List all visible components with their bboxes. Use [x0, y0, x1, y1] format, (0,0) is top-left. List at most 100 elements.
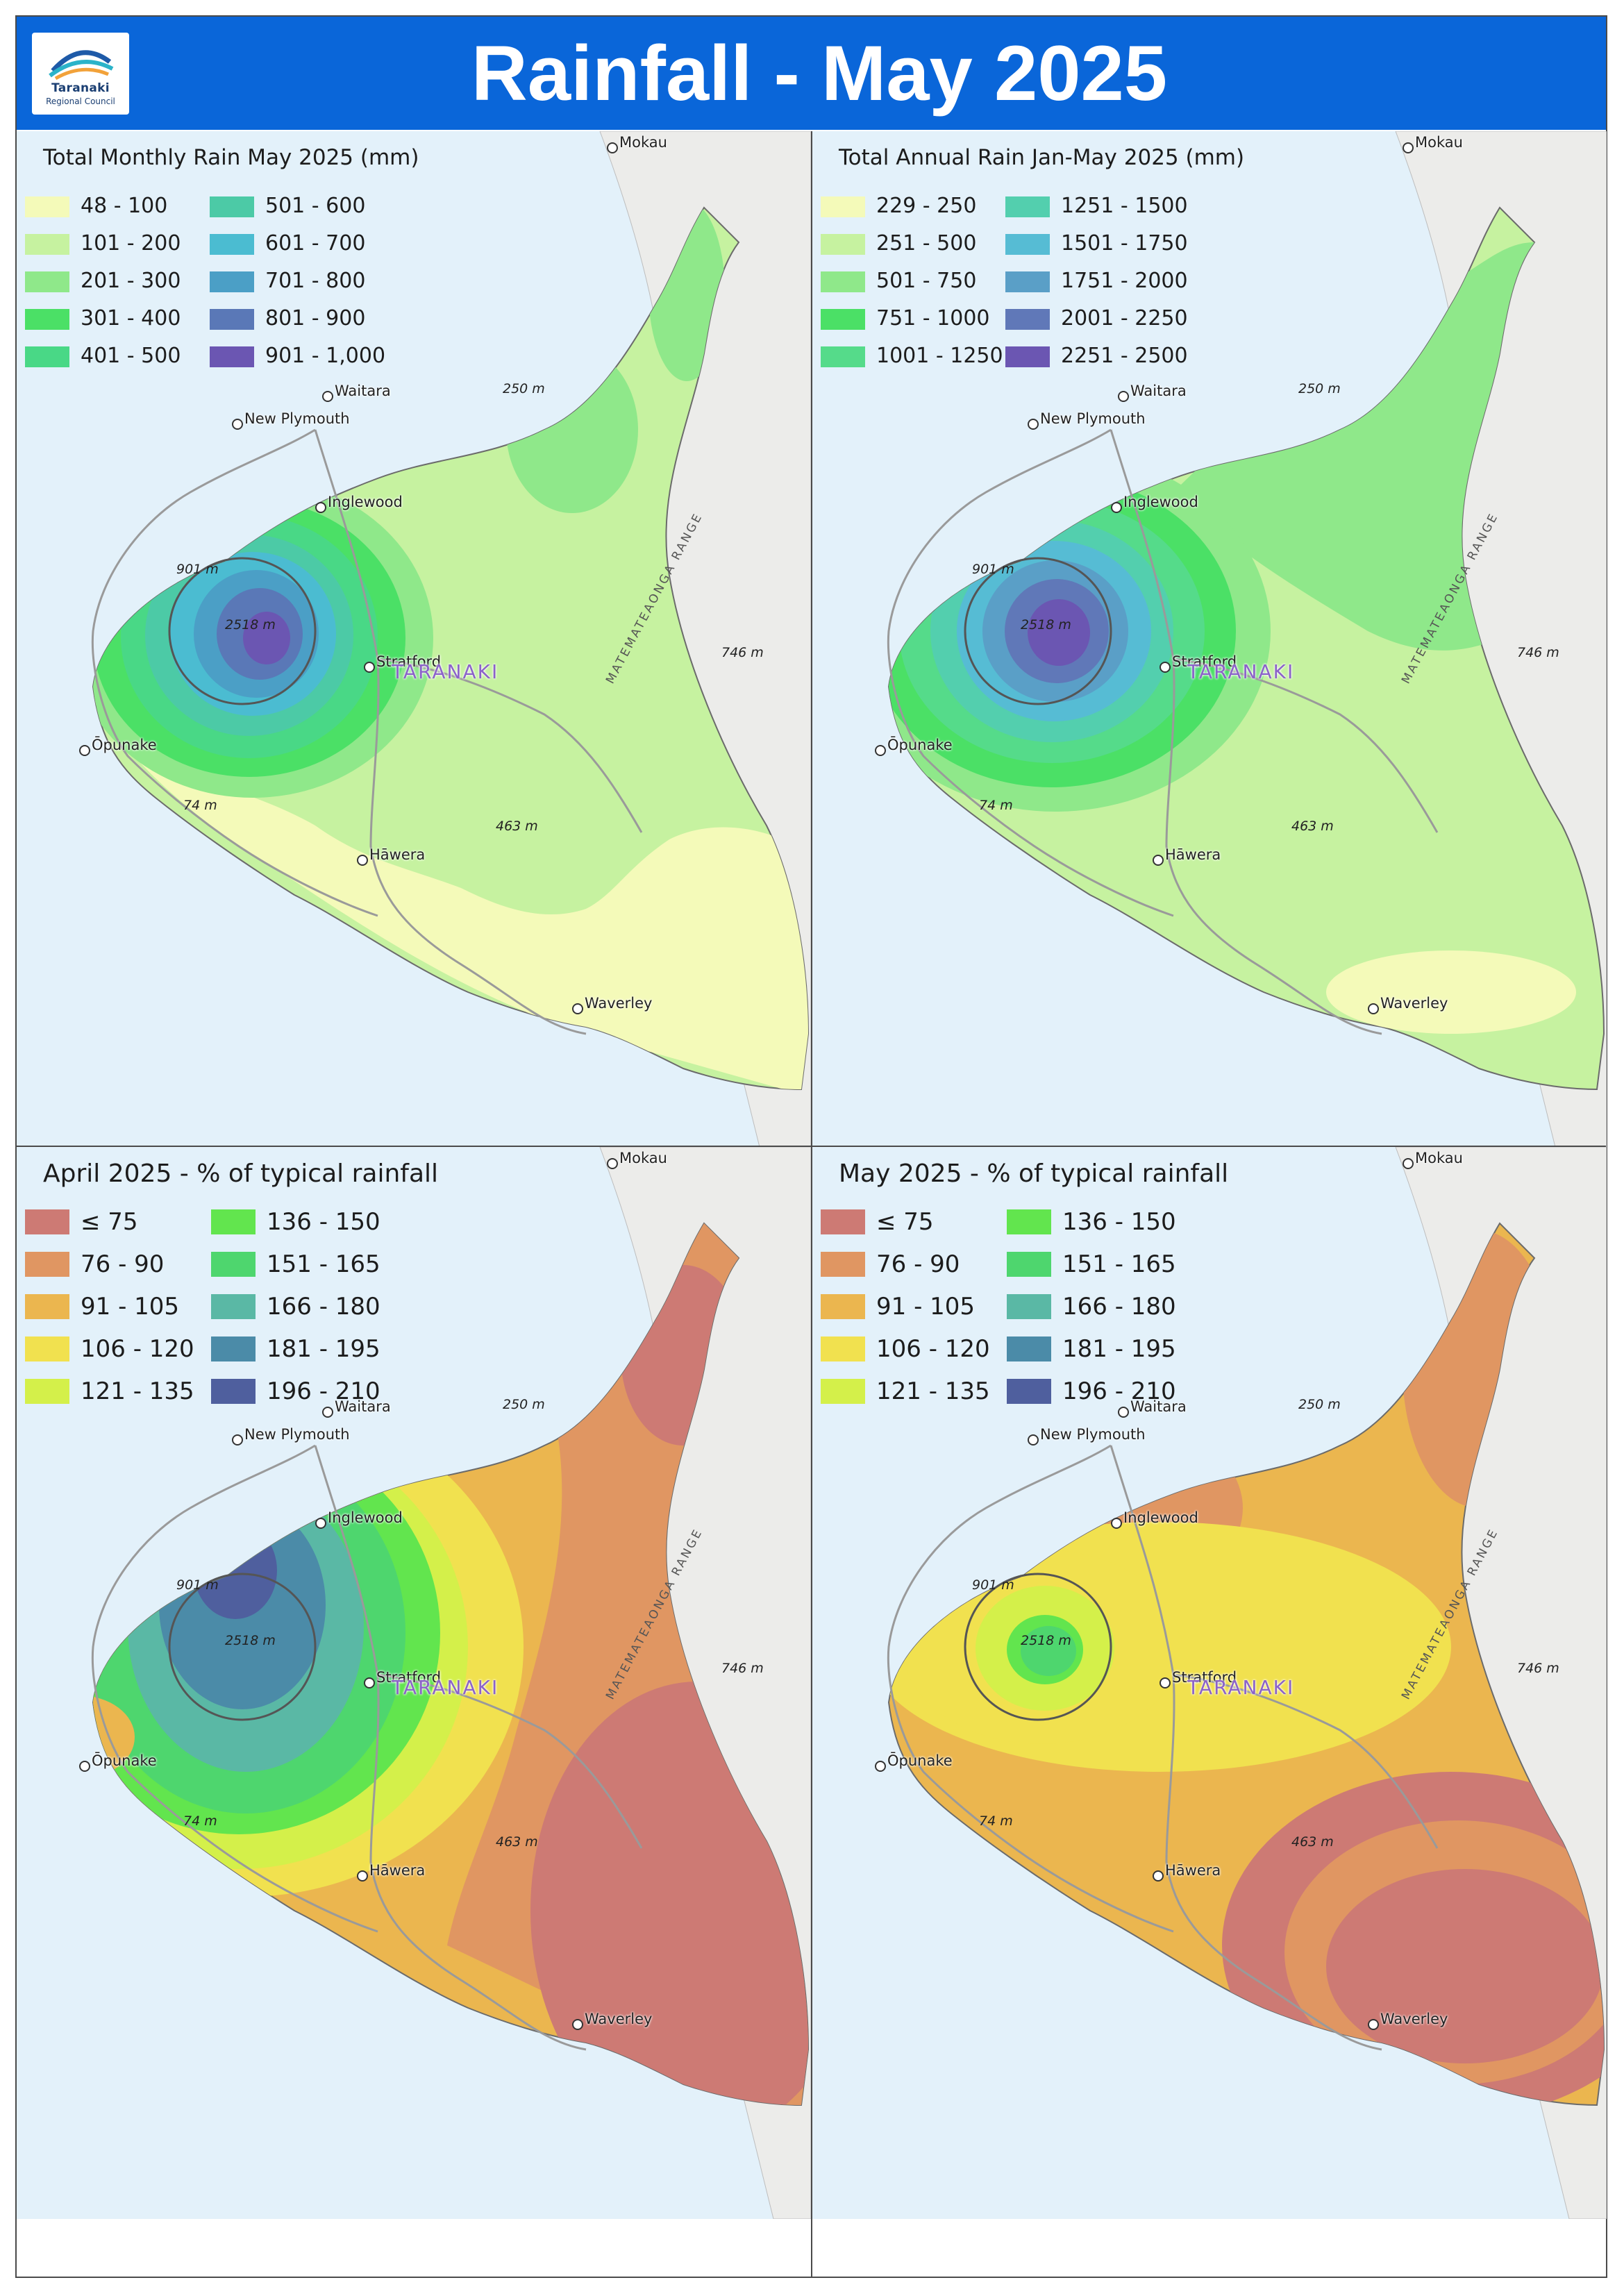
- town-marker: [1403, 1158, 1414, 1169]
- town-marker: [79, 745, 90, 756]
- map-canvas: [887, 131, 1607, 1203]
- town-marker: [1028, 419, 1039, 430]
- legend-label: 801 - 900: [265, 306, 366, 330]
- town-marker: [875, 1761, 886, 1772]
- legend-swatch: [821, 1252, 865, 1277]
- panel-divider-horizontal: [17, 1146, 1606, 1147]
- legend-label: 601 - 700: [265, 231, 366, 255]
- town-marker: [1153, 855, 1164, 866]
- town-marker: [315, 1518, 326, 1529]
- legend-label: 1251 - 1500: [1061, 194, 1188, 218]
- town-marker: [1160, 1677, 1171, 1689]
- legend-swatch: [1005, 309, 1050, 330]
- place-label-opunake: Ōpunake: [887, 1752, 953, 1769]
- elevation-label: 250 m: [503, 1397, 545, 1412]
- legend-label: 181 - 195: [1062, 1335, 1176, 1363]
- legend-swatch: [821, 271, 865, 292]
- legend-swatch: [821, 346, 865, 367]
- place-label-hawera: Hāwera: [1165, 846, 1221, 863]
- legend-swatch: [25, 346, 69, 367]
- legend-swatch: [821, 1336, 865, 1361]
- place-label-hawera: Hāwera: [1165, 1862, 1221, 1879]
- town-marker: [875, 745, 886, 756]
- town-marker: [1403, 142, 1414, 153]
- town-marker: [1153, 1870, 1164, 1882]
- elevation-label: 463 m: [496, 819, 538, 834]
- town-marker: [322, 391, 333, 402]
- place-label-hawera: Hāwera: [369, 1862, 426, 1879]
- legend-label: 166 - 180: [267, 1293, 380, 1321]
- national-park-boundary: [168, 557, 317, 705]
- map-canvas: [91, 131, 811, 1203]
- legend-swatch: [1007, 1209, 1051, 1234]
- place-label-opunake: Ōpunake: [92, 737, 157, 753]
- legend-label: 501 - 750: [876, 269, 977, 293]
- legend-label: 106 - 120: [876, 1335, 990, 1363]
- legend-swatch: [210, 346, 254, 367]
- map-canvas: [887, 1147, 1607, 2219]
- council-logo: Taranaki Regional Council: [32, 33, 129, 115]
- town-marker: [572, 1003, 583, 1014]
- legend-label: 301 - 400: [81, 306, 181, 330]
- town-marker: [364, 1677, 375, 1689]
- legend-swatch: [821, 1379, 865, 1404]
- town-marker: [364, 662, 375, 673]
- legend-swatch: [25, 234, 69, 255]
- rain-zone: [1028, 599, 1090, 666]
- national-park-boundary: [168, 1573, 317, 1721]
- elevation-label: 463 m: [496, 1834, 538, 1850]
- elevation-label: 2518 m: [225, 617, 276, 632]
- map-panel-annual-rain: Total Annual Rain Jan-May 2025 (mm) 229 -…: [812, 131, 1607, 1203]
- legend-label: 2001 - 2250: [1061, 306, 1188, 330]
- legend-label: 401 - 500: [81, 344, 181, 368]
- legend-swatch: [1007, 1294, 1051, 1319]
- rain-zone: [1326, 1869, 1604, 2063]
- legend-swatch: [210, 271, 254, 292]
- place-label-inglewood: Inglewood: [1123, 1509, 1198, 1526]
- town-marker: [315, 502, 326, 513]
- legend-title: May 2025 - % of typical rainfall: [839, 1159, 1229, 1188]
- place-label-waverley: Waverley: [1380, 995, 1448, 1012]
- region-label: TARANAKI: [392, 1676, 499, 1699]
- legend-swatch: [25, 1209, 69, 1234]
- legend-swatch: [25, 1252, 69, 1277]
- map-panel-april-percent: April 2025 - % of typical rainfall ≤ 75 76…: [17, 1147, 811, 2219]
- legend-swatch: [25, 1379, 69, 1404]
- legend-label: 701 - 800: [265, 269, 366, 293]
- map-panel-monthly-rain: Total Monthly Rain May 2025 (mm) 48 - 100…: [17, 131, 811, 1203]
- town-marker: [572, 2019, 583, 2030]
- town-marker: [1368, 1003, 1379, 1014]
- place-label-waitara: Waitara: [335, 1398, 391, 1415]
- place-label-mokau: Mokau: [619, 1150, 667, 1166]
- place-label-new-plymouth: New Plymouth: [244, 1426, 350, 1443]
- legend-swatch: [25, 1294, 69, 1319]
- elevation-label: 2518 m: [1021, 1633, 1071, 1648]
- town-marker: [1111, 1518, 1122, 1529]
- legend-title: Total Annual Rain Jan-May 2025 (mm): [839, 145, 1245, 170]
- place-label-stratford: Stratford: [376, 1669, 442, 1686]
- national-park-boundary: [964, 557, 1112, 705]
- legend-swatch: [211, 1336, 256, 1361]
- place-label-new-plymouth: New Plymouth: [244, 410, 350, 427]
- road-line: [1173, 1673, 1439, 1849]
- elevation-label: 746 m: [1517, 645, 1559, 660]
- legend-label: 76 - 90: [876, 1250, 960, 1278]
- legend-label: ≤ 75: [81, 1208, 138, 1236]
- town-marker: [1368, 2019, 1379, 2030]
- legend-swatch: [210, 309, 254, 330]
- town-marker: [232, 1434, 243, 1446]
- legend-swatch: [25, 309, 69, 330]
- place-label-mokau: Mokau: [1415, 134, 1463, 151]
- legend-swatch: [25, 196, 69, 217]
- road-line: [314, 1445, 587, 2051]
- elevation-label: 463 m: [1291, 1834, 1334, 1850]
- road-line: [1110, 1445, 1382, 2051]
- place-label-waverley: Waverley: [585, 2011, 653, 2027]
- legend-label: 181 - 195: [267, 1335, 380, 1363]
- place-label-stratford: Stratford: [376, 653, 442, 670]
- region-label: TARANAKI: [392, 660, 499, 683]
- place-label-waitara: Waitara: [335, 383, 391, 399]
- town-marker: [357, 1870, 368, 1882]
- place-label-new-plymouth: New Plymouth: [1040, 1426, 1146, 1443]
- legend-swatch: [1005, 271, 1050, 292]
